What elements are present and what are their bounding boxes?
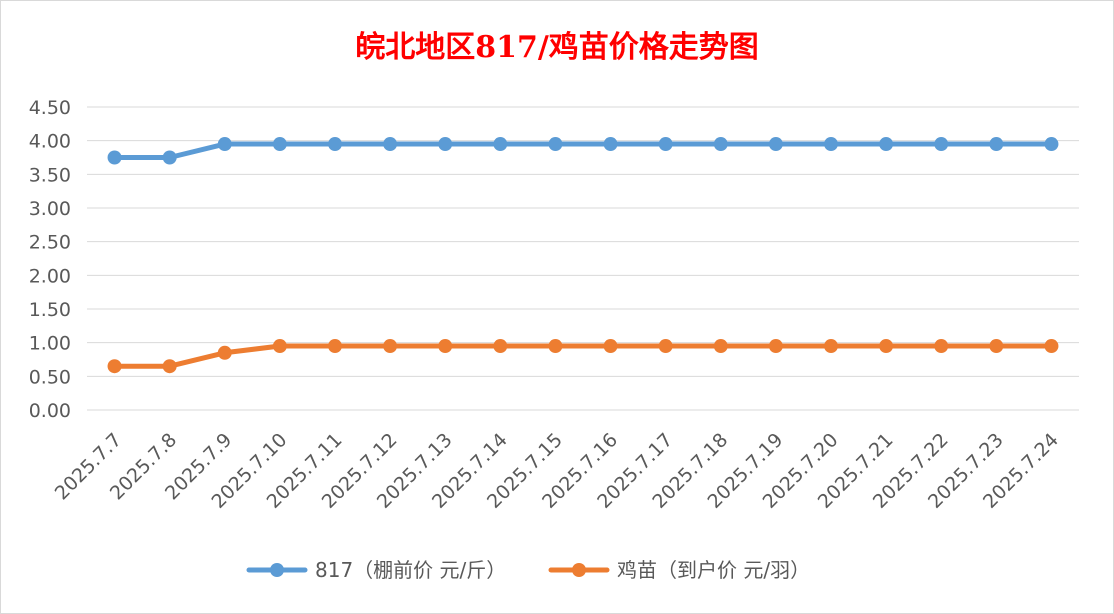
x-axis-ticks: 2025.7.72025.7.82025.7.92025.7.102025.7.… (51, 429, 1063, 513)
y-tick-label: 2.50 (29, 232, 71, 254)
data-point (658, 137, 673, 152)
data-point (328, 137, 342, 152)
data-point (328, 339, 342, 354)
series-2 (107, 339, 1059, 374)
data-point (989, 339, 1004, 354)
data-point (217, 345, 232, 360)
data-point (493, 339, 508, 354)
data-point (603, 137, 618, 152)
data-point (934, 339, 949, 354)
data-point (713, 137, 728, 152)
data-point (548, 137, 563, 152)
data-point (768, 339, 783, 354)
series-1 (107, 137, 1059, 165)
y-tick-label: 1.50 (29, 299, 71, 321)
y-tick-label: 3.50 (29, 164, 71, 186)
data-point (438, 137, 453, 152)
data-point (383, 339, 398, 354)
y-tick-label: 0.00 (29, 400, 71, 422)
legend: 817（棚前价 元/斤） 鸡苗（到户价 元/羽） (246, 558, 810, 582)
y-tick-label: 3.00 (29, 198, 71, 220)
series-layer (107, 137, 1059, 374)
gridlines (87, 106, 1079, 411)
data-point (1044, 137, 1059, 152)
chart-title: 皖北地区817/鸡苗价格走势图 (355, 30, 759, 65)
data-point (1044, 339, 1059, 354)
y-tick-label: 1.00 (29, 333, 71, 355)
data-point (824, 339, 838, 354)
series-line (112, 343, 1054, 369)
data-point (934, 137, 949, 152)
data-point (658, 339, 673, 354)
data-point (879, 137, 894, 152)
data-point (824, 137, 838, 152)
legend-label: 817（棚前价 元/斤） (315, 558, 506, 582)
y-axis-ticks: 0.00 0.50 1.00 1.50 2.00 2.50 3.00 3.50 4.00 4.50 (29, 97, 71, 422)
data-point (162, 150, 177, 165)
y-tick-label: 4.50 (29, 97, 71, 119)
data-point (989, 137, 1004, 152)
data-point (548, 339, 563, 354)
legend-swatch-marker (270, 563, 284, 577)
data-point (107, 150, 122, 165)
legend-label: 鸡苗（到户价 元/羽） (617, 558, 810, 582)
data-point (272, 339, 287, 354)
legend-item: 817（棚前价 元/斤） (246, 558, 506, 582)
legend-swatch-marker (572, 563, 586, 577)
data-point (493, 137, 508, 152)
data-point (438, 339, 453, 354)
data-point (713, 339, 728, 354)
series-line (112, 141, 1054, 160)
data-point (162, 359, 177, 374)
data-point (768, 137, 783, 152)
y-tick-label: 0.50 (29, 366, 71, 388)
legend-item: 鸡苗（到户价 元/羽） (548, 558, 810, 582)
data-point (217, 137, 232, 152)
y-tick-label: 4.00 (29, 131, 71, 153)
data-point (603, 339, 618, 354)
data-point (107, 359, 122, 374)
y-tick-label: 2.00 (29, 265, 71, 287)
data-point (383, 137, 398, 152)
data-point (879, 339, 894, 354)
data-point (272, 137, 287, 152)
